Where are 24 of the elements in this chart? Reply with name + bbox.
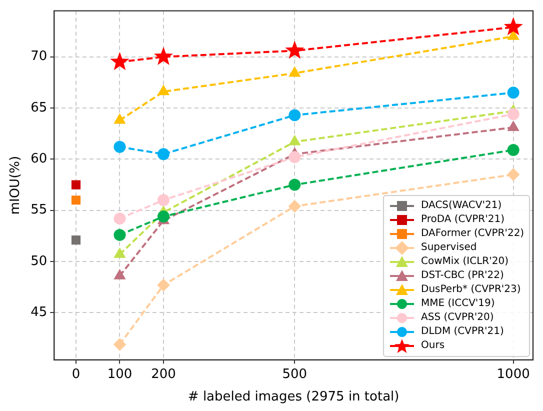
legend-label: CowMix (ICLR'20) — [421, 256, 509, 268]
x-tick-label: 100 — [107, 366, 132, 382]
legend-label: DACS(WACV'21) — [421, 200, 502, 212]
legend-label: ProDA (CVPR'21) — [421, 214, 504, 226]
x-tick-label: 1000 — [496, 366, 530, 382]
y-tick-label: 60 — [30, 152, 48, 167]
x-tick-label: 0 — [72, 366, 80, 382]
y-tick-label: 45 — [30, 305, 48, 320]
x-tick-label: 200 — [151, 366, 176, 382]
x-tick-label: 500 — [282, 366, 308, 382]
legend-label: DST-CBC (PR'22) — [421, 270, 504, 282]
legend-label: DLDM (CVPR'21) — [421, 326, 504, 338]
y-tick-label: 55 — [30, 202, 48, 218]
legend-label: Ours — [421, 340, 445, 352]
legend-label: Supervised — [421, 242, 477, 254]
legend-label: MME (ICCV'19) — [421, 298, 495, 310]
y-tick-label: 70 — [30, 49, 48, 64]
legend-label: DusPerb* (CVPR'23) — [421, 284, 521, 296]
legend-label: ASS (CVPR'20) — [421, 312, 494, 324]
legend-label: DAFormer (CVPR'22) — [421, 228, 524, 240]
y-tick-label: 50 — [30, 254, 48, 269]
y-tick-label: 65 — [30, 100, 48, 116]
y-axis-title: mIOU(%) — [8, 156, 24, 215]
x-axis-title: # labeled images (2975 in total) — [188, 390, 400, 405]
